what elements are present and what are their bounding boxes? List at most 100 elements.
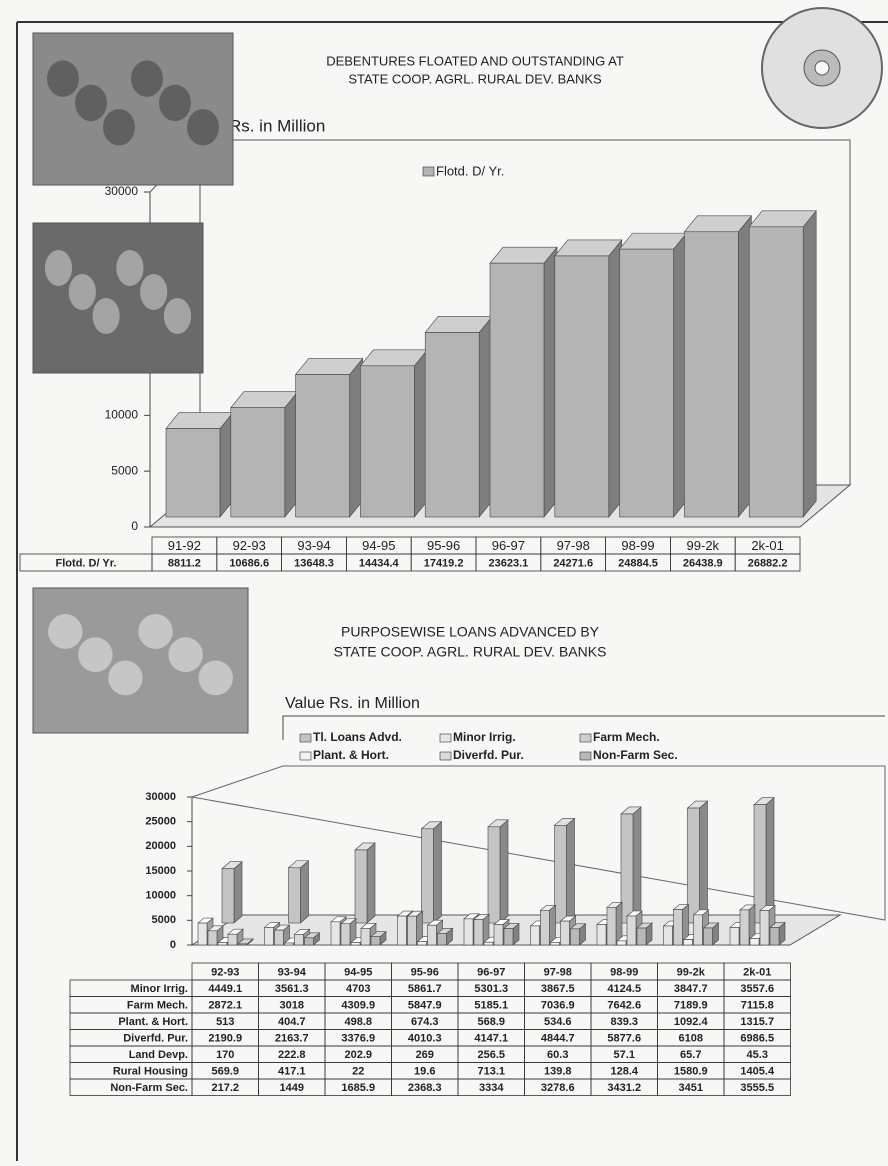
photo — [32, 222, 204, 374]
data-label: 6108 — [679, 1033, 703, 1045]
photo-detail — [198, 660, 233, 696]
x-tick-label: 95-96 — [427, 538, 460, 553]
data-label: 3431.2 — [607, 1082, 641, 1094]
bar — [487, 826, 501, 924]
data-label: 3278.6 — [541, 1082, 575, 1094]
photo-detail — [92, 298, 120, 334]
bar — [360, 928, 371, 946]
data-label: 2163.7 — [275, 1033, 309, 1045]
bar — [407, 915, 417, 946]
photo-detail — [140, 274, 168, 310]
y-tick-label: 30000 — [105, 184, 139, 198]
y-tick-label: 25000 — [145, 816, 176, 828]
bar — [554, 255, 610, 518]
data-label: 417.1 — [278, 1066, 306, 1078]
data-label: 4147.1 — [474, 1033, 508, 1045]
legend-label: Flotd. D/ Yr. — [436, 163, 504, 178]
data-label: 3451 — [679, 1082, 703, 1094]
data-label: 2872.1 — [208, 1000, 242, 1012]
bar-side — [802, 209, 817, 518]
bar — [330, 921, 341, 946]
data-label: 7189.9 — [674, 1000, 708, 1012]
chart-title: PURPOSEWISE LOANS ADVANCED BY — [341, 624, 600, 640]
table-row-label: Flotd. D/ Yr. — [56, 557, 117, 569]
bar — [165, 428, 221, 518]
bar — [620, 813, 634, 924]
y-tick-label: 10000 — [105, 408, 139, 422]
legend-swatch — [439, 733, 452, 743]
table-cell — [723, 1078, 791, 1096]
data-label: 4703 — [346, 983, 370, 995]
bar — [503, 928, 514, 946]
data-label: 1315.7 — [740, 1016, 774, 1028]
bar — [340, 923, 351, 946]
data-label: 4449.1 — [208, 983, 242, 995]
data-label: 4124.5 — [607, 983, 641, 995]
photo-detail — [47, 60, 79, 97]
bar — [264, 927, 274, 946]
data-label: 568.9 — [477, 1016, 505, 1028]
bar — [354, 849, 368, 924]
bar — [427, 924, 437, 946]
legend-label: Non-Farm Sec. — [593, 748, 678, 762]
x-tick-label: 94-95 — [344, 966, 372, 978]
x-tick-label: 92-93 — [211, 966, 239, 978]
x-tick-label: 2k-01 — [751, 538, 784, 553]
table-row-label: Non-Farm Sec. — [110, 1082, 188, 1094]
data-label: 19.6 — [414, 1066, 435, 1078]
bar — [370, 936, 381, 946]
bar — [530, 925, 540, 946]
bar — [437, 933, 447, 946]
data-label: 839.3 — [610, 1016, 638, 1028]
bar — [493, 924, 504, 946]
y-tick-label: 20000 — [145, 840, 176, 852]
y-tick-label: 15000 — [145, 865, 176, 877]
data-label: 3018 — [280, 1000, 304, 1012]
bar — [683, 939, 693, 946]
bar — [237, 943, 248, 946]
cd-icon-hole — [814, 60, 830, 76]
bar — [397, 915, 407, 946]
bar — [729, 927, 740, 946]
photo-detail — [187, 109, 219, 146]
x-tick-label: 99-2k — [687, 538, 720, 553]
bar — [424, 332, 480, 518]
data-label: 269 — [416, 1049, 434, 1061]
bar — [221, 868, 235, 924]
photo-detail — [44, 250, 73, 286]
photo-detail — [48, 614, 83, 649]
data-label: 4010.3 — [408, 1033, 442, 1045]
data-label: 513 — [216, 1016, 234, 1028]
bar — [748, 226, 804, 518]
bar — [295, 374, 350, 518]
data-label: 2190.9 — [208, 1033, 242, 1045]
legend-swatch — [422, 166, 435, 177]
data-label: 404.7 — [278, 1016, 306, 1028]
bar — [759, 910, 770, 946]
photo-detail — [131, 60, 163, 97]
x-tick-label: 92-93 — [233, 538, 266, 553]
data-label: 26882.2 — [748, 557, 788, 569]
legend-label: Diverfd. Pur. — [453, 748, 524, 762]
photo-detail — [116, 250, 144, 286]
photo-detail — [75, 84, 107, 122]
data-label: 3847.7 — [674, 983, 708, 995]
data-label: 1449 — [280, 1082, 304, 1094]
x-tick-label: 94-95 — [362, 538, 395, 553]
data-label: 498.8 — [344, 1016, 372, 1028]
bar — [619, 248, 674, 518]
data-label: 24271.6 — [553, 557, 593, 569]
bar — [663, 925, 673, 946]
bar — [274, 929, 284, 946]
data-label: 45.3 — [747, 1049, 768, 1061]
bar — [687, 807, 700, 924]
bar — [350, 942, 361, 946]
data-label: 5185.1 — [474, 1000, 508, 1012]
bar-side — [233, 861, 243, 924]
x-tick-label: 98-99 — [621, 538, 654, 553]
legend-swatch — [579, 751, 592, 761]
bar — [473, 919, 484, 946]
bar — [749, 938, 760, 946]
